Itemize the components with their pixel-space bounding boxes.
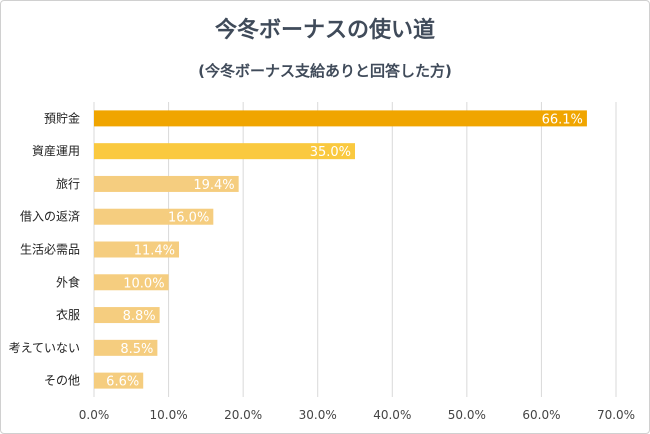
data-label: 8.8% [123, 309, 156, 324]
x-tick-label: 50.0% [448, 408, 486, 422]
bar [94, 110, 587, 127]
category-label: 衣服 [56, 307, 80, 322]
data-label: 6.6% [106, 375, 139, 390]
chart-subtitle: (今冬ボーナス支給ありと回答した方) [198, 62, 452, 80]
bar [94, 208, 214, 225]
x-tick-label: 20.0% [224, 408, 262, 422]
bar [94, 143, 355, 160]
data-label: 66.1% [542, 112, 583, 127]
category-label: 考えていない [9, 341, 80, 355]
x-tick-label: 0.0% [79, 408, 110, 422]
x-tick-label: 10.0% [150, 408, 188, 422]
bar [94, 339, 158, 356]
data-label: 19.4% [193, 178, 234, 193]
data-label: 8.5% [120, 342, 153, 357]
bar [94, 307, 160, 324]
chart-title: 今冬ボーナスの使い道 [214, 18, 435, 43]
category-label: 旅行 [56, 177, 80, 191]
category-label: 預貯金 [44, 110, 80, 125]
data-label: 11.4% [134, 244, 175, 259]
x-tick-label: 30.0% [299, 408, 337, 422]
category-label: 生活必需品 [20, 243, 80, 257]
data-label: 10.0% [123, 276, 164, 291]
category-label: 資産運用 [32, 143, 80, 158]
x-tick-label: 70.0% [597, 408, 635, 422]
bar [94, 241, 180, 258]
category-label: 外食 [56, 274, 80, 289]
bar [94, 372, 144, 389]
category-label: 借入の返済 [20, 209, 80, 224]
x-tick-label: 60.0% [522, 408, 560, 422]
bar [94, 175, 239, 192]
bar [94, 274, 169, 291]
data-label: 16.0% [168, 211, 209, 226]
x-tick-label: 40.0% [373, 408, 411, 422]
data-label: 35.0% [310, 145, 351, 160]
category-label: その他 [44, 374, 80, 388]
